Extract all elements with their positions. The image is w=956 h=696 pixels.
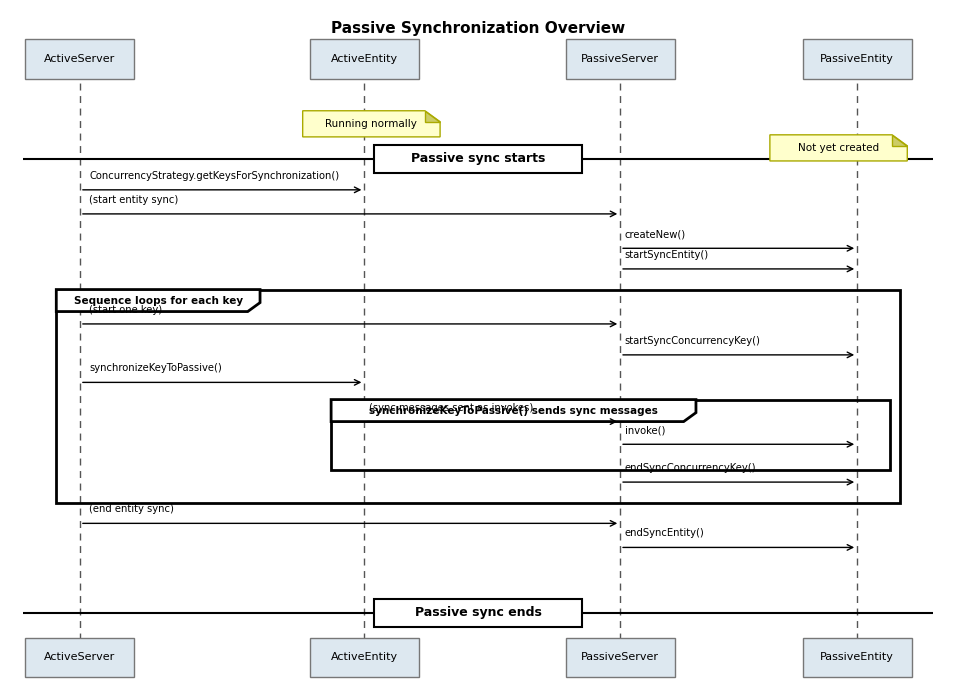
Text: PassiveEntity: PassiveEntity bbox=[820, 54, 894, 64]
Text: endSyncEntity(): endSyncEntity() bbox=[625, 528, 705, 539]
Text: (sync messages sent as invokes): (sync messages sent as invokes) bbox=[369, 403, 533, 413]
Polygon shape bbox=[892, 135, 907, 146]
Polygon shape bbox=[424, 111, 440, 122]
Text: Passive Synchronization Overview: Passive Synchronization Overview bbox=[331, 21, 625, 35]
Text: Not yet created: Not yet created bbox=[798, 143, 880, 153]
FancyBboxPatch shape bbox=[374, 145, 582, 173]
FancyBboxPatch shape bbox=[374, 599, 582, 626]
Text: invoke(): invoke() bbox=[625, 425, 665, 435]
FancyBboxPatch shape bbox=[803, 39, 912, 79]
Text: ActiveServer: ActiveServer bbox=[44, 652, 116, 663]
Text: ActiveEntity: ActiveEntity bbox=[331, 652, 398, 663]
FancyBboxPatch shape bbox=[566, 638, 675, 677]
Polygon shape bbox=[770, 135, 907, 161]
Text: Passive sync ends: Passive sync ends bbox=[415, 606, 541, 619]
Text: synchronizeKeyToPassive(): synchronizeKeyToPassive() bbox=[90, 363, 222, 374]
Text: ConcurrencyStrategy.getKeysForSynchronization(): ConcurrencyStrategy.getKeysForSynchroniz… bbox=[90, 171, 339, 181]
FancyBboxPatch shape bbox=[803, 638, 912, 677]
FancyBboxPatch shape bbox=[310, 638, 419, 677]
Text: ActiveServer: ActiveServer bbox=[44, 54, 116, 64]
Text: PassiveServer: PassiveServer bbox=[581, 54, 659, 64]
FancyBboxPatch shape bbox=[26, 638, 135, 677]
Text: (start entity sync): (start entity sync) bbox=[90, 195, 179, 205]
Text: PassiveEntity: PassiveEntity bbox=[820, 652, 894, 663]
Polygon shape bbox=[331, 400, 696, 422]
Text: (start one key): (start one key) bbox=[90, 305, 163, 315]
Text: (end entity sync): (end entity sync) bbox=[90, 505, 174, 514]
Text: endSyncConcurrencyKey(): endSyncConcurrencyKey() bbox=[625, 463, 756, 473]
Polygon shape bbox=[56, 290, 260, 312]
Text: Sequence loops for each key: Sequence loops for each key bbox=[74, 296, 243, 306]
FancyBboxPatch shape bbox=[26, 39, 135, 79]
FancyBboxPatch shape bbox=[310, 39, 419, 79]
Text: startSyncEntity(): startSyncEntity() bbox=[625, 250, 709, 260]
Text: createNew(): createNew() bbox=[625, 230, 686, 239]
Text: Running normally: Running normally bbox=[325, 119, 418, 129]
Polygon shape bbox=[303, 111, 440, 137]
Text: synchronizeKeyToPassive() sends sync messages: synchronizeKeyToPassive() sends sync mes… bbox=[369, 406, 658, 416]
FancyBboxPatch shape bbox=[566, 39, 675, 79]
Text: Passive sync starts: Passive sync starts bbox=[411, 152, 545, 166]
Text: ActiveEntity: ActiveEntity bbox=[331, 54, 398, 64]
Text: startSyncConcurrencyKey(): startSyncConcurrencyKey() bbox=[625, 336, 761, 346]
Text: PassiveServer: PassiveServer bbox=[581, 652, 659, 663]
